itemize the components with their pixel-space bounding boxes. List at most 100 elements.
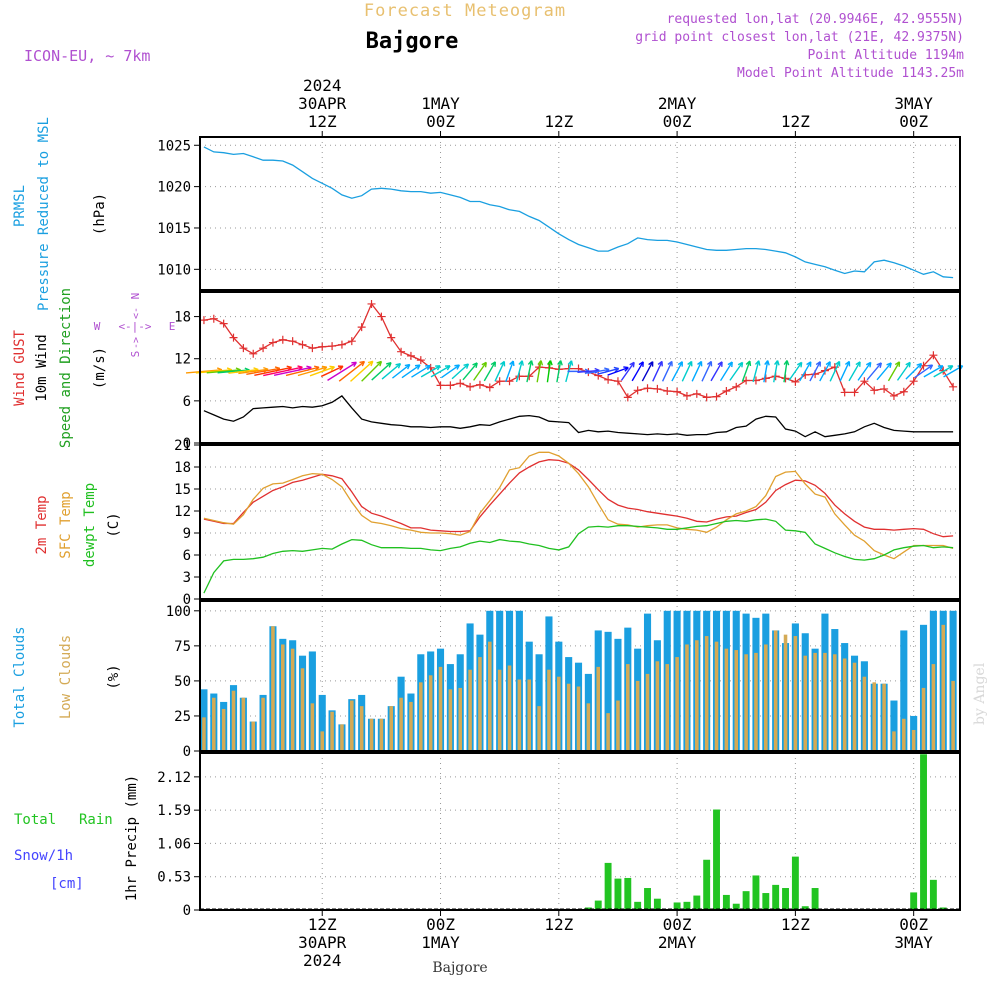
bar-rain: [752, 875, 760, 910]
gust-marker: [840, 388, 849, 397]
bar-low-cloud: [350, 700, 354, 751]
bottom-time-label: 12Z: [544, 915, 573, 934]
gust-marker: [604, 375, 613, 384]
y-tick-label: 100: [166, 604, 191, 620]
wind-arrow-head: [557, 360, 563, 366]
precip-label-cm: [cm]: [50, 876, 84, 892]
gust-marker: [653, 384, 662, 393]
gust-marker: [732, 382, 741, 391]
wind-arrow: [473, 361, 487, 381]
wind-arrow-shaft: [254, 366, 292, 376]
wind-arrow: [923, 365, 944, 378]
wind-arrow-shaft: [462, 362, 478, 381]
series-line-10m-wind: [203, 395, 954, 438]
bar-low-cloud: [497, 669, 502, 751]
wind-arrow-shaft: [607, 366, 629, 376]
wind-arrow: [556, 360, 563, 383]
wind-arrow: [391, 363, 411, 379]
y-tick-label: 12: [174, 504, 191, 520]
gust-marker: [337, 340, 346, 349]
gust-marker: [209, 314, 218, 323]
plot-area: 1010101510201025061218036912151821025507…: [157, 76, 964, 970]
wind-arrow-shaft: [691, 361, 703, 382]
wind-arrow-head: [359, 360, 366, 367]
bar-low-cloud: [941, 624, 946, 751]
bar-low-cloud: [734, 650, 739, 751]
wind-arrow: [809, 361, 821, 382]
wind-arrow-head: [499, 360, 506, 367]
bar-low-cloud: [271, 626, 275, 751]
gust-marker: [298, 340, 307, 349]
bar-rain: [762, 893, 770, 910]
gust-marker: [328, 342, 337, 351]
wind-arrow: [799, 361, 812, 382]
bar-low-cloud: [330, 711, 334, 751]
bottom-time-label: 2MAY: [658, 933, 697, 952]
wind-arrow-head: [835, 360, 841, 367]
wind-arrow: [607, 366, 629, 376]
gust-marker: [692, 389, 701, 398]
wind-arrow: [505, 360, 515, 382]
temp-label-dew: dewpt Temp: [82, 483, 98, 567]
panel-cloud: 0 25 50 75 100: [166, 600, 961, 760]
y-tick-label: 1020: [157, 180, 191, 196]
bar-low-cloud: [872, 682, 877, 751]
y-tick-label: 1.59: [157, 803, 191, 819]
top-time-label: 00Z: [663, 112, 692, 131]
panel-frame: [199, 600, 961, 752]
gust-marker: [466, 382, 475, 391]
bar-low-cloud: [744, 654, 748, 751]
wind-arrow-head: [894, 361, 901, 367]
wind-arrow-head: [463, 363, 470, 369]
gust-marker: [485, 383, 494, 392]
wind-arrow-head: [435, 365, 441, 371]
header: Forecast Meteogram Bajgore ICON-EU, ~ 7k…: [24, 1, 988, 976]
panel-frame: [199, 291, 961, 444]
gust-marker: [367, 299, 376, 308]
wind-arrow-shaft: [933, 365, 954, 378]
wind-arrow-shaft: [494, 361, 505, 382]
panel-temp: 0 3 6 9 12 15 18 21: [174, 438, 961, 608]
wind-arrow: [866, 362, 882, 381]
wind-arrow: [462, 362, 478, 381]
bar-low-cloud: [823, 652, 827, 751]
gust-marker: [387, 333, 396, 342]
wind-arrow-shaft: [896, 361, 911, 381]
wind-arrow: [401, 364, 421, 379]
wind-arrow-shaft: [515, 360, 523, 383]
gust-marker: [406, 351, 415, 360]
pressure-unit: (hPa): [92, 193, 108, 235]
wind-arrow: [819, 361, 831, 382]
y-tick-label: 25: [174, 709, 191, 725]
wind-arrow-shaft: [681, 361, 693, 382]
wind-arrow: [661, 360, 673, 382]
wind-arrow: [691, 360, 703, 382]
series-line-prmsl: [203, 146, 954, 279]
wind-arrow-head: [727, 361, 733, 368]
wind-label-dir: Speed and Direction: [58, 288, 74, 448]
top-time-label: 3MAY: [894, 94, 933, 113]
gust-marker: [850, 388, 859, 397]
precip-unit: 1hr Precip (mm): [124, 775, 140, 901]
compass-rose: W E <-|-> N S <- ->: [94, 293, 176, 358]
wind-arrow-head: [947, 365, 954, 371]
wind-unit: (m/s): [92, 347, 108, 389]
bar-low-cloud: [685, 644, 689, 751]
gust-marker: [673, 387, 682, 396]
bar-rain: [939, 907, 947, 910]
bar-rain: [722, 894, 730, 910]
requested-coords: requested lon,lat (20.9946E, 42.9555N): [667, 12, 964, 27]
bar-low-cloud: [290, 648, 295, 751]
top-time-label: 12Z: [308, 112, 337, 131]
wind-arrow: [526, 360, 534, 383]
wind-arrow-head: [855, 361, 861, 367]
wind-arrow: [515, 360, 524, 383]
wind-arrow-shaft: [710, 361, 723, 382]
bar-low-cloud: [714, 641, 719, 751]
bottom-time-label: 00Z: [663, 915, 692, 934]
bar-total-cloud: [604, 631, 612, 751]
wind-arrow-shaft: [597, 367, 619, 375]
panel-labels: PRMSL Pressure Reduced to MSL (hPa) Wind…: [12, 117, 175, 901]
wind-arrow-head: [527, 360, 534, 366]
bar-low-cloud: [448, 689, 453, 751]
